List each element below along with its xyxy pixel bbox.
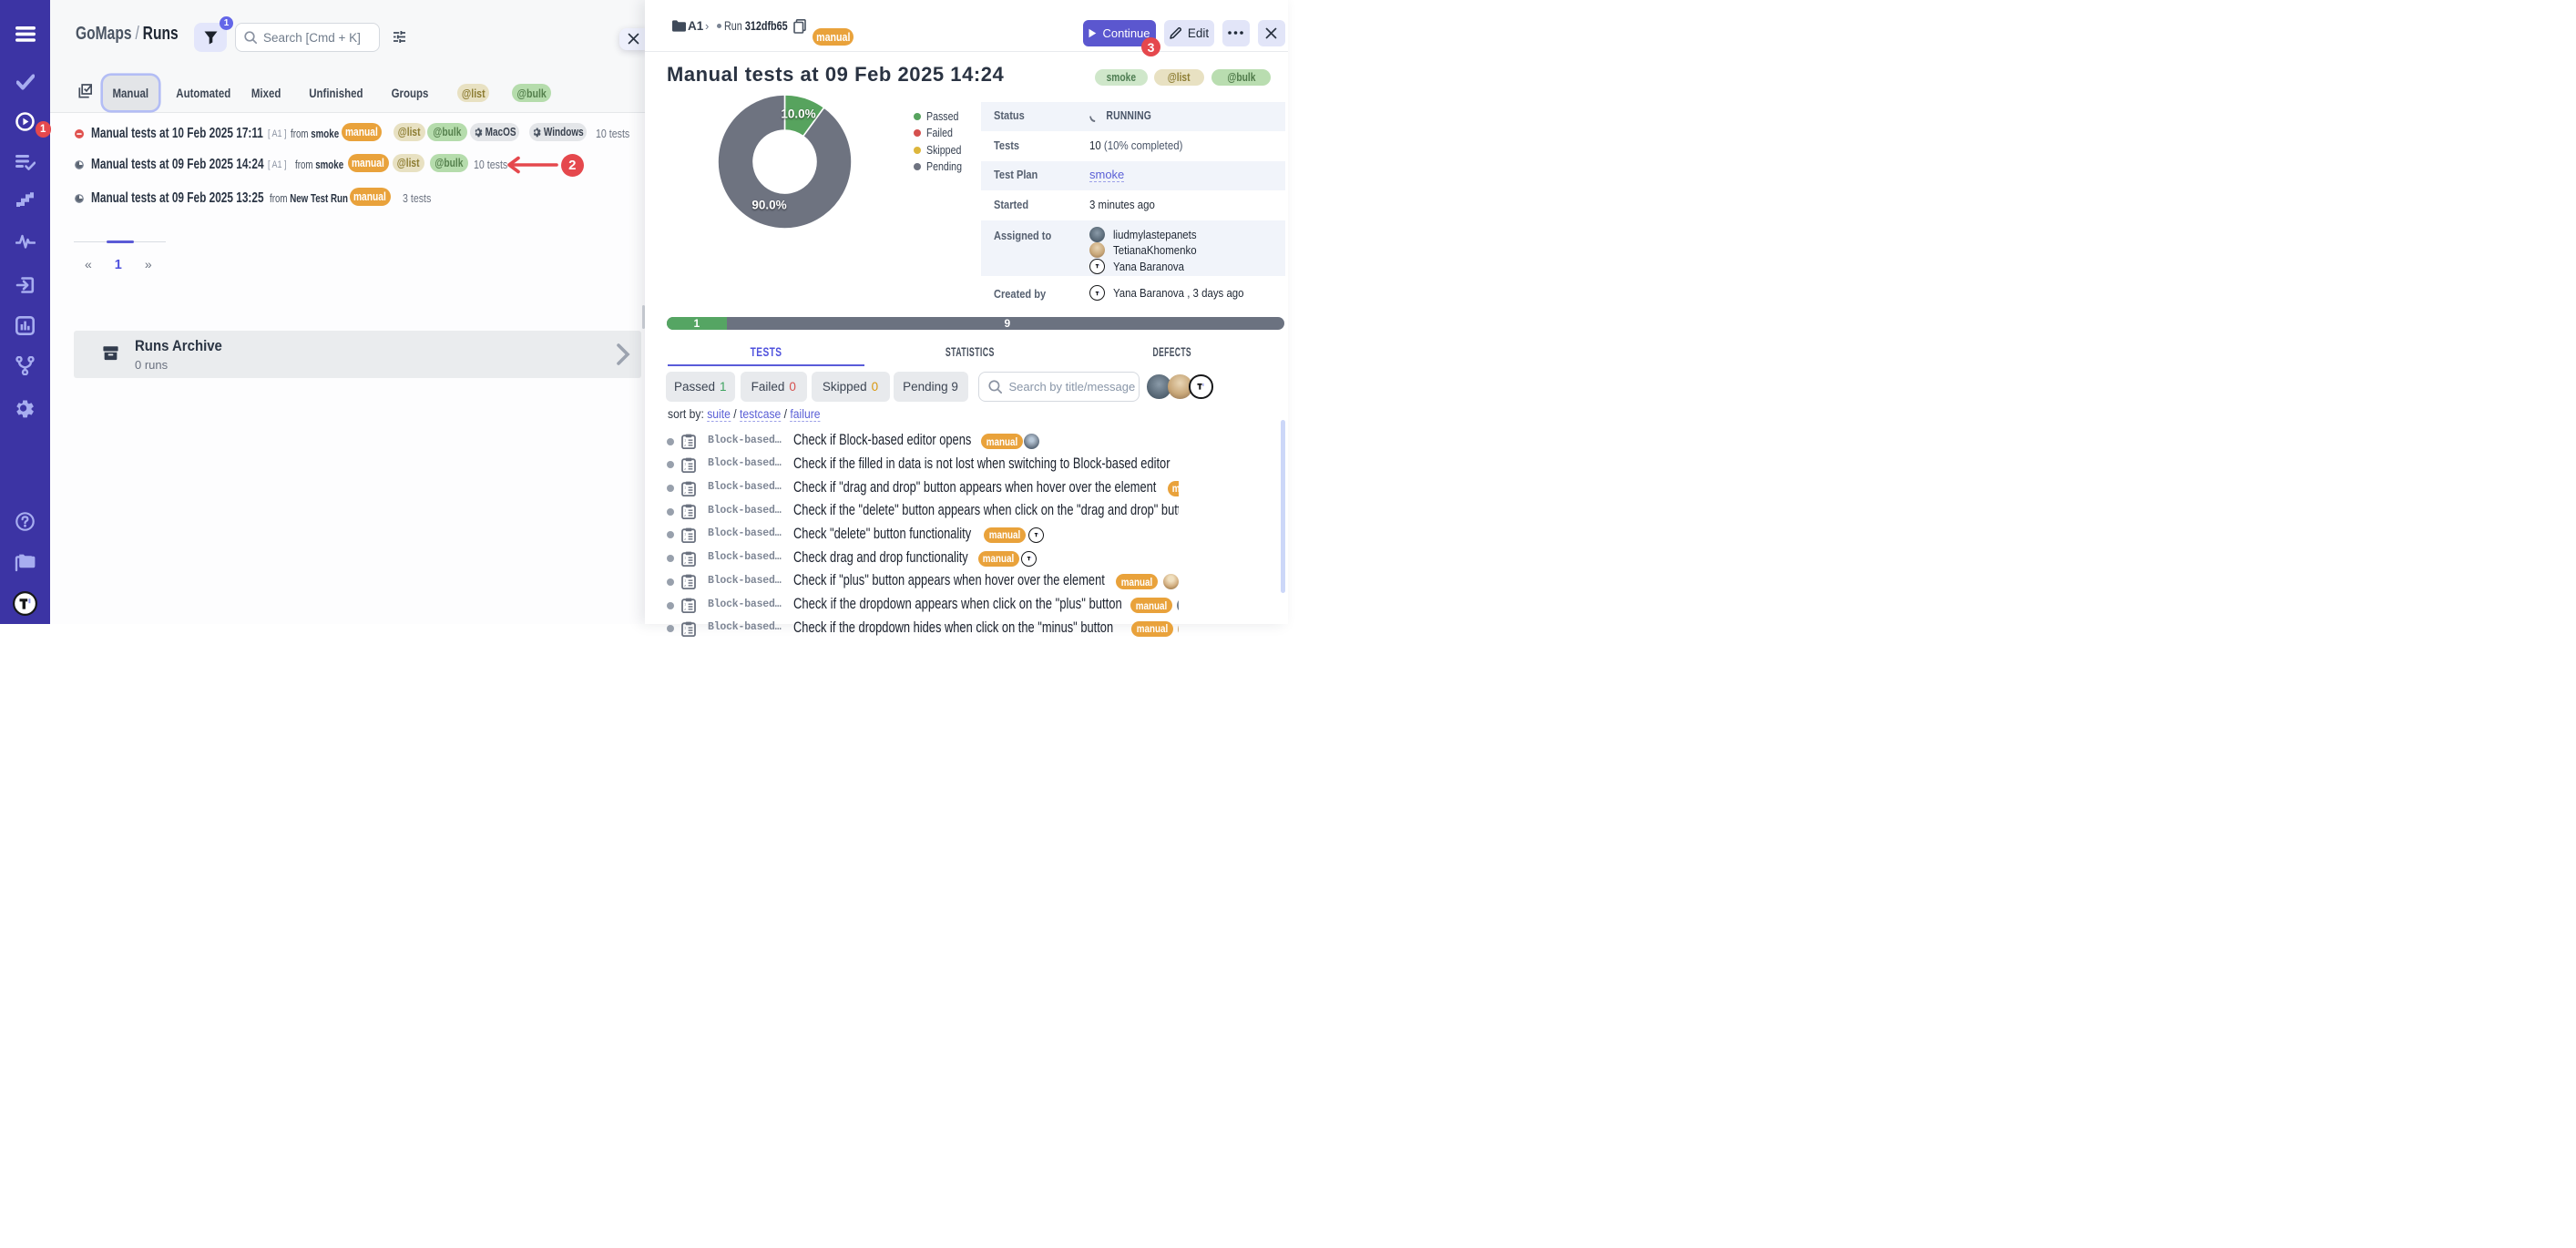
svg-text:1: 1: [684, 462, 686, 465]
svg-text:1: 1: [684, 603, 686, 607]
svg-text:1: 1: [684, 509, 686, 513]
svg-text:z: z: [684, 444, 686, 447]
svg-text:1: 1: [684, 556, 686, 559]
svg-text:z: z: [684, 608, 686, 611]
svg-text:1: 1: [684, 579, 686, 583]
svg-text:z: z: [684, 514, 686, 517]
svg-text:1: 1: [684, 486, 686, 489]
svg-text:z: z: [684, 561, 686, 565]
svg-text:z: z: [684, 467, 686, 471]
svg-text:z: z: [684, 537, 686, 541]
svg-text:z: z: [684, 584, 686, 588]
svg-text:1: 1: [684, 626, 686, 629]
svg-text:z: z: [684, 491, 686, 495]
svg-text:10.0%: 10.0%: [781, 107, 815, 121]
svg-text:1: 1: [684, 439, 686, 443]
svg-text:90.0%: 90.0%: [751, 199, 786, 212]
svg-text:z: z: [684, 631, 686, 635]
svg-text:1: 1: [684, 532, 686, 536]
